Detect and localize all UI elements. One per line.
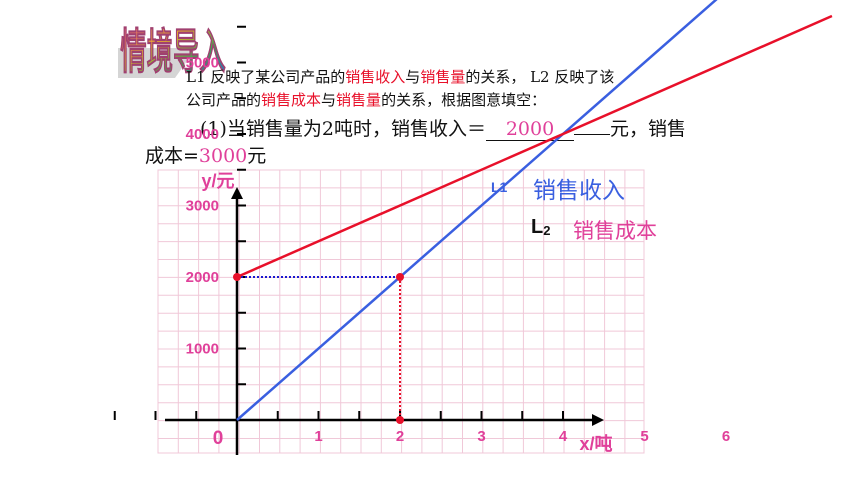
keyword-highlight: 销售成本	[261, 91, 322, 109]
series-label-l1: 销售收入	[533, 178, 625, 204]
intro-text: 与	[321, 91, 337, 109]
y-axis-label: y/元	[201, 171, 234, 191]
answer-blank-revenue: 2000	[486, 118, 575, 141]
x-tick-label: 5	[640, 428, 648, 445]
series-label-l2: 销售成本	[573, 219, 657, 243]
chart-series	[236, 0, 833, 421]
question-text: 元	[247, 145, 267, 167]
question-line-2: 成本=3000元	[145, 141, 266, 168]
question-line-1: (1)当销售量为2吨时，销售收入＝ 2000 元，销售	[200, 114, 686, 141]
y-tick-label: 2000	[186, 269, 219, 286]
chart-markers	[233, 273, 404, 424]
question-text: (1)当销售量为2吨时，销售收入＝	[200, 118, 487, 140]
answer-cost: 3000	[198, 145, 248, 167]
x-tick-label: 6	[722, 428, 730, 445]
keyword-highlight: 销售收入	[345, 68, 406, 86]
x-tick-label: 1	[314, 428, 322, 445]
intro-text: 的关系， L2 反映了该	[465, 68, 615, 86]
intro-text: L1 反映了某公司产品的	[186, 68, 346, 86]
series-name-l1: L1	[491, 179, 508, 195]
data-point-marker	[233, 273, 241, 281]
chart-ticks	[113, 25, 564, 420]
slide-heading-wordart: 情境导入	[118, 24, 226, 81]
keyword-highlight: 销售量	[420, 68, 466, 86]
heading-text: 情境导入	[120, 25, 226, 81]
y-tick-label: 5000	[186, 55, 219, 72]
x-tick-label: 3	[477, 428, 485, 445]
series-name-l2: L2	[531, 216, 550, 238]
chart-labels: 1234561000200030004000500060000y/元x/吨L1销…	[186, 55, 731, 455]
intro-line-2: 公司产品的销售成本与销售量的关系，根据图意填空：	[186, 89, 546, 110]
x-tick-label: 2	[396, 428, 404, 445]
data-point-marker	[396, 273, 404, 281]
x-axis-label: x/吨	[579, 433, 612, 454]
chart-guides	[237, 276, 401, 420]
x-tick-label: 4	[559, 428, 568, 445]
question-text: 元，销售	[610, 118, 687, 140]
intro-line-1: L1 反映了某公司产品的销售收入与销售量的关系， L2 反映了该	[186, 66, 614, 87]
y-tick-label: 1000	[186, 341, 219, 358]
question-text: 成本=	[145, 145, 199, 167]
origin-label: 0	[213, 428, 224, 449]
intro-text: 与	[405, 68, 421, 86]
keyword-highlight: 销售量	[336, 91, 382, 109]
series-line-l1	[236, 0, 718, 421]
y-axis-arrow	[231, 187, 243, 199]
series-name-l2-letter: L	[531, 216, 543, 238]
y-tick-label: 3000	[186, 198, 219, 215]
intro-text: 的关系，根据图意填空：	[381, 91, 547, 109]
x-axis-arrow	[592, 414, 604, 426]
series-name-l2-subscript: 2	[543, 223, 550, 238]
answer-blank-tail	[574, 134, 611, 135]
y-tick-label: 4000	[186, 126, 219, 143]
data-point-marker	[396, 416, 404, 424]
series-line-l2	[236, 14, 833, 279]
intro-text: 公司产品的	[186, 91, 262, 109]
